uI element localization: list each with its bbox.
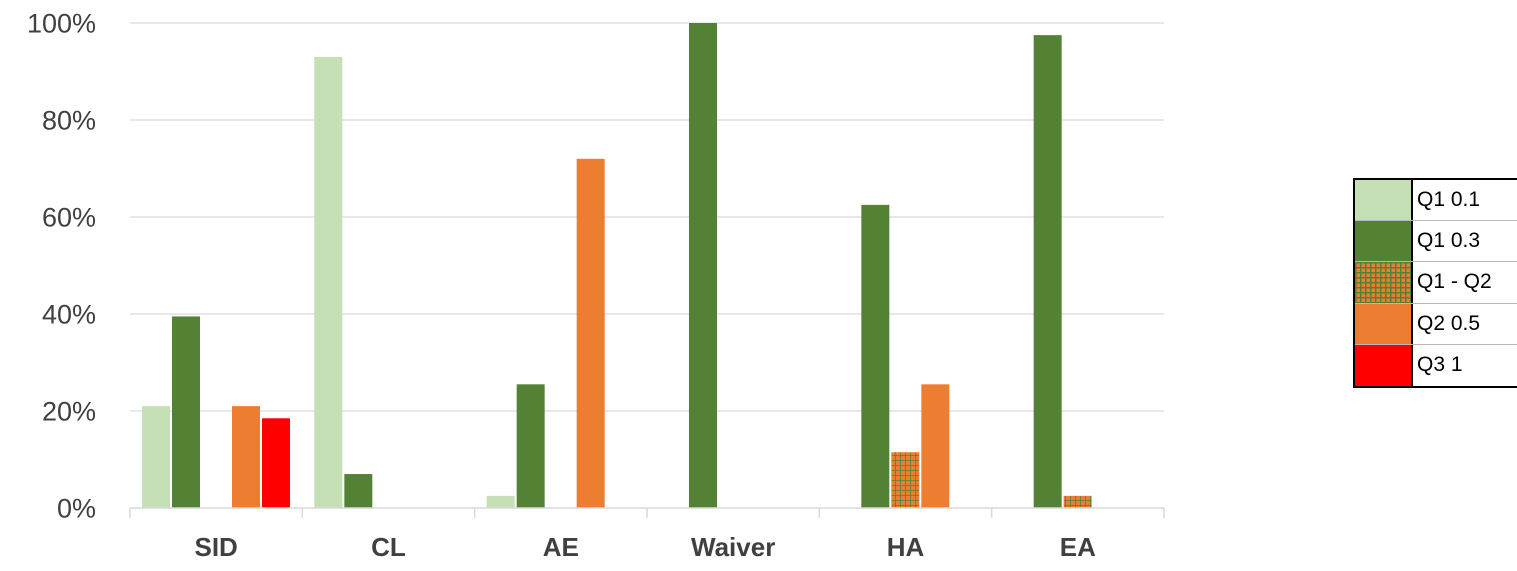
bar-q1-0-3-cl xyxy=(344,474,373,508)
bar-q1-0-3-ae xyxy=(516,384,545,508)
legend-item-q1-0-3: Q1 0.3 xyxy=(1355,221,1517,263)
bar-q1-0-1-cl xyxy=(314,56,343,508)
bar-q1-q2-ha xyxy=(891,452,920,508)
x-tick-label: Waiver xyxy=(691,532,775,562)
legend-label: Q1 0.3 xyxy=(1417,229,1481,253)
x-tick-label: SID xyxy=(194,532,237,562)
bar-q2-0-5-sid xyxy=(232,406,260,508)
bar-q3-1-sid xyxy=(262,418,290,508)
legend-item-q3-1: Q3 1 xyxy=(1355,344,1517,386)
legend-item-q1-q2: Q1 - Q2 xyxy=(1355,262,1517,304)
legend-item-q1-0-1: Q1 0.1 xyxy=(1355,180,1517,222)
bars xyxy=(142,23,1092,509)
bar-q1-0-3-ea xyxy=(1033,35,1062,508)
legend: Q1 0.1 Q1 0.3 Q1 - Q2 Q2 0.5 Q3 1 xyxy=(1353,178,1517,388)
bar-q2-0-5-ae xyxy=(576,158,605,509)
y-axis-tick-labels: 0% 20% 40% 60% 80% 100% xyxy=(27,9,96,524)
bar-q1-0-3-sid xyxy=(172,316,200,508)
legend-label: Q1 - Q2 xyxy=(1417,270,1492,294)
gridlines xyxy=(130,22,1164,412)
legend-label: Q2 0.5 xyxy=(1417,311,1481,335)
x-axis xyxy=(129,507,1165,518)
y-tick-label: 40% xyxy=(42,300,96,330)
bar-q1-0-3-waiver xyxy=(689,23,717,508)
y-tick-label: 80% xyxy=(42,106,96,136)
legend-swatch-q1-q2 xyxy=(1355,262,1413,303)
legend-label: Q1 0.1 xyxy=(1417,188,1481,212)
bar-q1-q2-ea xyxy=(1063,495,1092,508)
x-tick-label: HA xyxy=(887,532,925,562)
x-axis-tick-labels: SID CL AE Waiver HA EA xyxy=(194,532,1096,562)
bar-q2-0-5-ha xyxy=(921,384,950,508)
legend-swatch-q1-0-3 xyxy=(1355,221,1413,262)
y-tick-label: 60% xyxy=(42,203,96,233)
y-tick-label: 100% xyxy=(27,9,96,39)
x-tick-label: AE xyxy=(543,532,579,562)
x-tick-label: CL xyxy=(371,532,406,562)
bar-q1-0-1-ae xyxy=(486,495,515,508)
x-tick-label: EA xyxy=(1060,532,1096,562)
y-tick-label: 20% xyxy=(42,397,96,427)
legend-swatch-q1-0-1 xyxy=(1355,180,1413,221)
legend-swatch-q2-0-5 xyxy=(1355,303,1413,344)
legend-item-q2-0-5: Q2 0.5 xyxy=(1355,303,1517,345)
y-tick-label: 0% xyxy=(57,494,96,524)
legend-label: Q3 1 xyxy=(1417,353,1463,377)
bar-q1-0-1-sid xyxy=(142,406,170,508)
legend-swatch-q3-1 xyxy=(1355,344,1413,386)
bar-q1-0-3-ha xyxy=(861,204,890,508)
